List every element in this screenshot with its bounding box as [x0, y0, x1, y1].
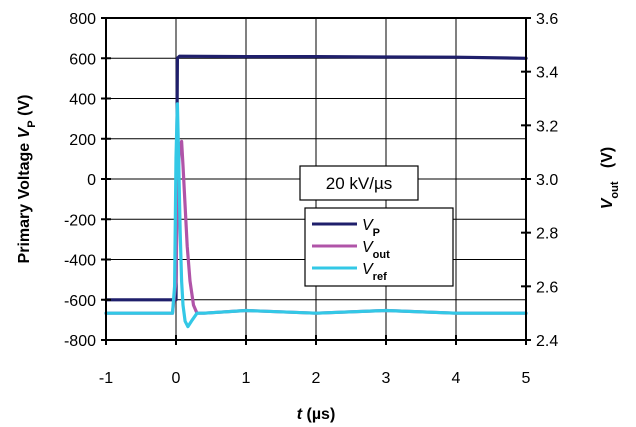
legend: VP Vout Vref: [304, 207, 454, 287]
legend-label-vp-v: V: [362, 217, 374, 234]
legend-label-vout-v: V: [362, 239, 374, 256]
right-axis-title-sub: out: [609, 181, 621, 198]
legend-label-vp-sub: P: [373, 227, 380, 239]
right-tick-label-1: 2.6: [536, 279, 558, 296]
annotation-box: 20 kV/µs: [299, 165, 419, 201]
right-tick-label-5: 3.4: [536, 65, 558, 82]
legend-label-vref-sub: ref: [373, 271, 387, 283]
x-tick-label-3: 2: [312, 370, 321, 387]
x-tick-label-1: 0: [172, 370, 181, 387]
legend-label-vout: Vout: [362, 239, 390, 261]
left-tick-label-8: 800: [69, 11, 96, 28]
left-axis-title-suffix: (V): [16, 95, 33, 121]
right-tick-label-2: 2.8: [536, 226, 558, 243]
right-axis-title-italic: V: [599, 197, 616, 209]
left-tick-label-5: 200: [69, 132, 96, 149]
x-tick-label-0: -1: [99, 370, 113, 387]
x-tick-label-2: 1: [242, 370, 251, 387]
left-axis-title-prefix: Primary Voltage: [16, 138, 33, 263]
legend-label-vp: VP: [362, 217, 380, 239]
right-tick-label-0: 2.4: [536, 333, 558, 350]
series-group: [104, 54, 528, 329]
left-tick-label-2: -400: [64, 253, 96, 270]
left-axis-title-sub: P: [26, 120, 38, 127]
x-tick-label-6: 5: [522, 370, 531, 387]
x-tick-label-4: 3: [382, 370, 391, 387]
left-tick-label-0: -800: [64, 333, 96, 350]
left-axis-title-italic: V: [16, 126, 33, 138]
annotation-text: 20 kV/µs: [326, 174, 393, 193]
x-axis-title-rest: (µs): [302, 406, 335, 423]
left-tick-label-6: 400: [69, 92, 96, 109]
left-tick-label-7: 600: [69, 51, 96, 68]
left-tick-label-4: 0: [87, 172, 96, 189]
right-axis: 2.4 2.6 2.8 3.0 3.2 3.4 3.6: [521, 11, 558, 350]
right-axis-title-suffix: (V): [599, 147, 616, 182]
x-axis: -1 0 1 2 3 4 5: [99, 335, 531, 387]
legend-label-vout-sub: out: [373, 249, 390, 261]
left-axis-title: Primary Voltage VP (V): [16, 95, 38, 264]
x-axis-title-italic: t: [297, 406, 303, 423]
left-tick-label-3: -200: [64, 212, 96, 229]
x-axis-title: t (µs): [297, 406, 336, 423]
right-tick-label-4: 3.2: [536, 118, 558, 135]
series-line-vref: [104, 102, 528, 329]
right-tick-label-3: 3.0: [536, 172, 558, 189]
legend-label-vref: Vref: [362, 261, 387, 283]
right-tick-label-6: 3.6: [536, 11, 558, 28]
left-axis: -800 -600 -400 -200 0 200 400 600 800: [64, 11, 111, 350]
left-tick-label-1: -600: [64, 293, 96, 310]
x-tick-label-5: 4: [452, 370, 461, 387]
right-axis-title: Vout (V): [599, 147, 621, 209]
legend-label-vref-v: V: [362, 261, 374, 278]
